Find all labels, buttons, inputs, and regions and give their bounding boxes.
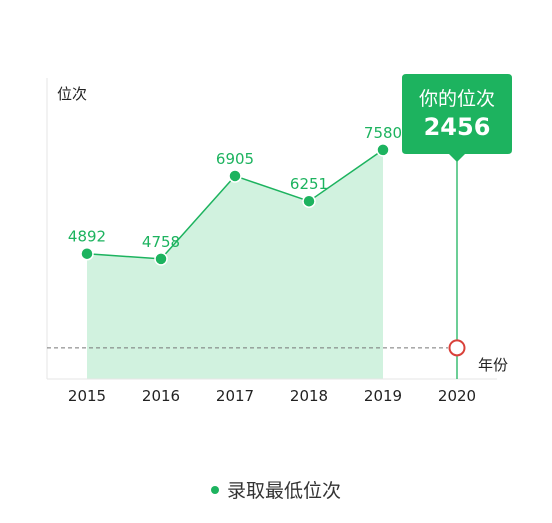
callout-box [402, 74, 512, 162]
legend-marker [210, 485, 219, 494]
user-rank-marker [448, 339, 466, 357]
y-axis-title: 位次 [57, 85, 87, 103]
data-label-2019: 7580 [364, 124, 402, 142]
callout-title: 你的位次 [419, 88, 495, 110]
data-label-2018: 6251 [290, 175, 328, 193]
x-tick-2020: 2020 [438, 387, 476, 405]
data-labels: 4892 4758 6905 6251 7580 [68, 124, 402, 251]
x-axis-title: 年份 [478, 356, 508, 374]
x-tick-2019: 2019 [364, 387, 402, 405]
callout-value: 2456 [424, 113, 491, 141]
x-tick-2016: 2016 [142, 387, 180, 405]
data-point-2017 [228, 169, 242, 183]
area-layer [87, 149, 383, 379]
reference-layer [47, 160, 466, 379]
x-tick-2018: 2018 [290, 387, 328, 405]
rank-chart: 位次 年份 2015 2016 2017 2018 2019 2020 4892 4758 6… [46, 74, 512, 405]
chart-legend: 录取最低位次 [0, 476, 552, 503]
data-point-2015 [80, 246, 94, 261]
data-label-2015: 4892 [68, 228, 106, 246]
data-label-2016: 4758 [142, 233, 180, 251]
legend-label: 录取最低位次 [226, 480, 341, 502]
data-point-2016 [154, 252, 168, 266]
axis-layer: 位次 年份 [46, 78, 508, 380]
data-point-2018 [302, 194, 316, 208]
rank-callout: 你的位次 2456 [402, 74, 512, 162]
points-layer [80, 143, 390, 266]
data-point-2019 [376, 143, 390, 157]
data-label-2017: 6905 [216, 150, 254, 168]
x-tick-2017: 2017 [216, 387, 254, 405]
series-area [87, 149, 383, 379]
x-tick-2015: 2015 [68, 387, 106, 405]
x-tick-labels: 2015 2016 2017 2018 2019 2020 [68, 387, 476, 405]
